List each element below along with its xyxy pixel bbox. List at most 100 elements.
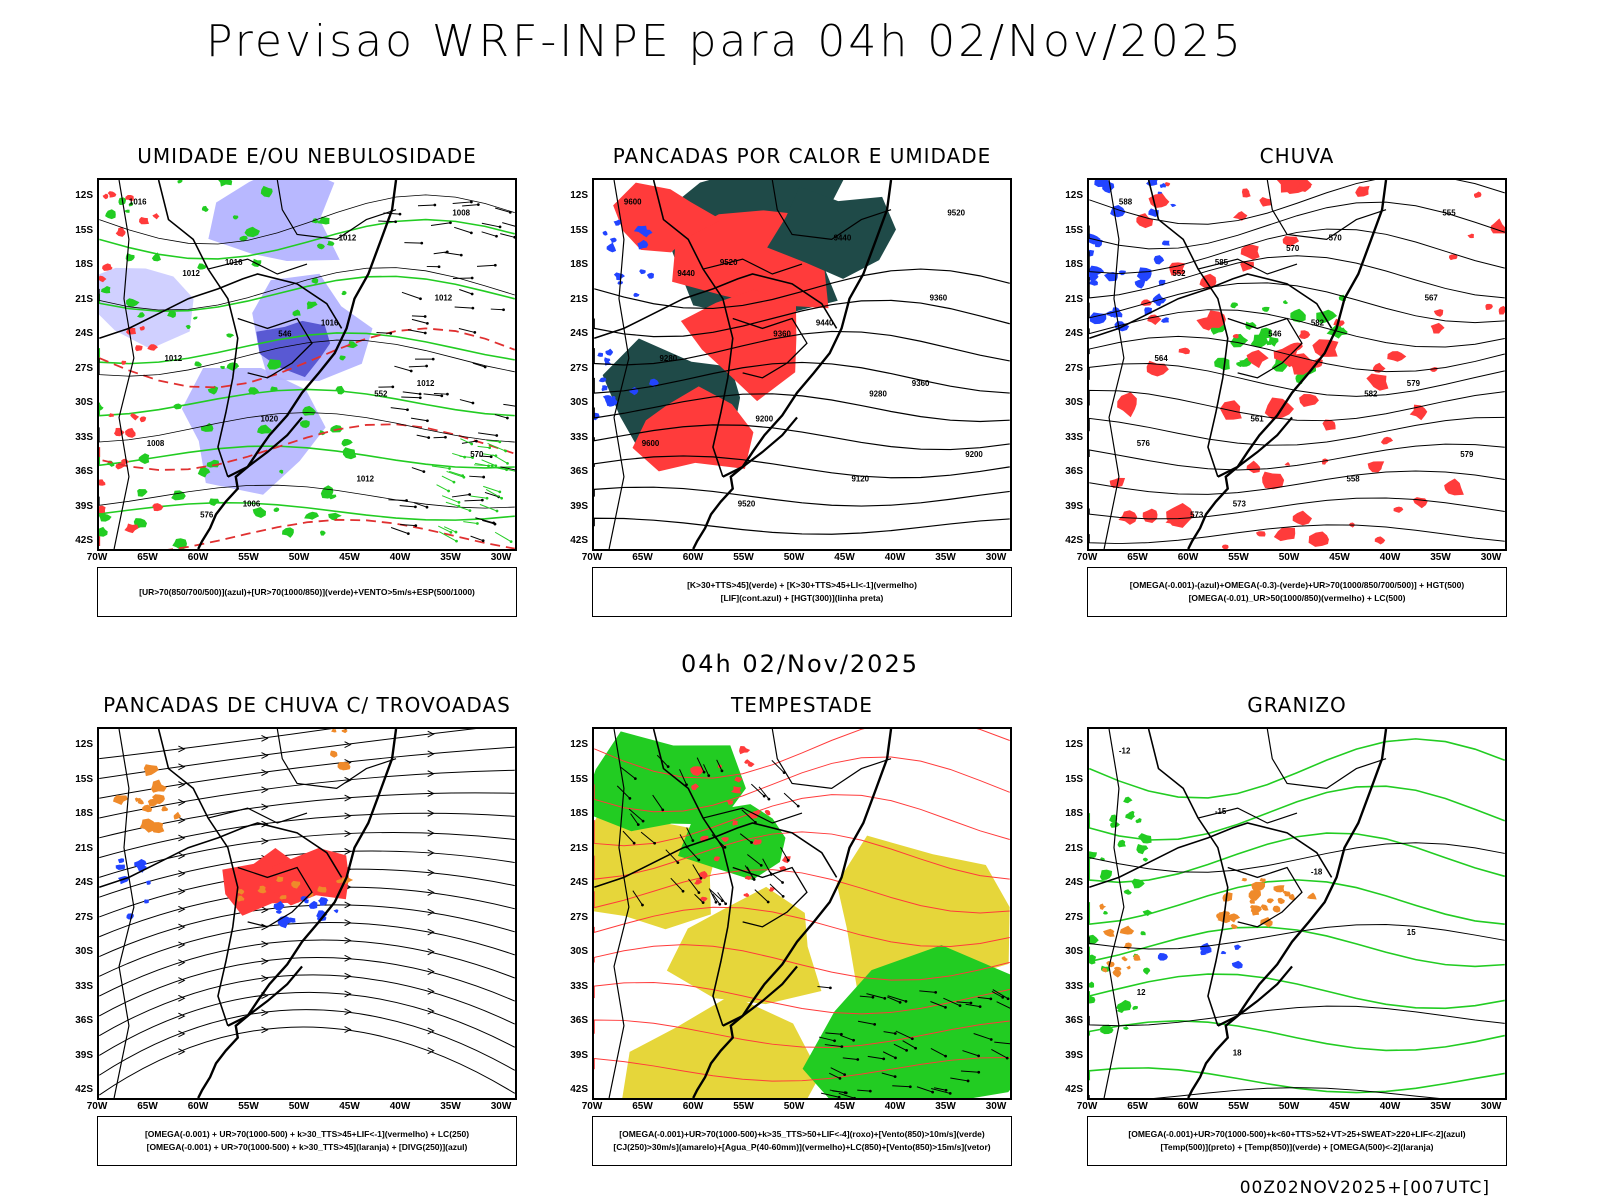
rain-area — [1196, 317, 1215, 331]
latitude-label: 33S — [570, 431, 588, 443]
longitude-label: 60W — [187, 1101, 209, 1112]
legend-line: [OMEGA(-0.001)+UR>70(1000-500)+k<60+TTS>… — [1128, 1129, 1466, 1139]
hgt300-label: 9600 — [624, 198, 642, 207]
wind-vector — [462, 204, 479, 207]
omega500-area — [1260, 904, 1269, 911]
flow-arrow — [427, 790, 435, 797]
panel-legend: [UR>70(850/700/500)](azul)+[UR>70(1000/8… — [97, 567, 517, 617]
humidity-lower-contour — [328, 512, 342, 521]
wind-vector — [859, 995, 873, 998]
hgt300-label: 9520 — [738, 499, 756, 508]
longitude-label: 30W — [985, 1101, 1007, 1112]
wind-vector — [965, 1003, 981, 1008]
wind-vector — [484, 491, 499, 498]
hgt500-line — [1089, 255, 1505, 299]
flow-arrow — [261, 975, 269, 982]
wind-vector — [950, 1077, 969, 1082]
hgt300-line — [594, 517, 1010, 535]
hgt500-label: 570 — [1286, 244, 1300, 253]
wind-vector-head — [482, 475, 486, 479]
flow-arrow — [178, 959, 186, 967]
wind-vector-head — [641, 819, 645, 823]
longitude-label: 30W — [490, 552, 512, 563]
wind-vector-head — [837, 1095, 841, 1098]
omega-green-area — [1267, 336, 1279, 347]
longitude-label: 70W — [1076, 1101, 1098, 1112]
wind-vector-head — [449, 221, 452, 225]
hgt300-line — [594, 268, 1010, 310]
wind-vector-strong — [445, 501, 460, 507]
wind-vector-strong — [449, 470, 463, 477]
humidity-lower-contour — [341, 438, 353, 447]
wind-vector-head — [882, 1057, 886, 1061]
flow-arrow — [261, 837, 269, 845]
convection-area — [341, 729, 348, 734]
wind-vector-strong-head — [476, 522, 479, 525]
wind-vector-head — [989, 1038, 993, 1041]
longitude-label: 50W — [288, 1101, 310, 1112]
convection-area — [257, 885, 267, 894]
precip-water-area — [748, 811, 758, 819]
map-panel — [592, 727, 1012, 1100]
humidity-lower-line — [99, 501, 515, 521]
omega500-area — [1259, 877, 1266, 883]
map-canvas: -12 -15 -18 15 12 18 — [1089, 729, 1505, 1098]
thickness-contour — [152, 213, 160, 220]
longitude-label: 55W — [1228, 552, 1249, 563]
wind-vector — [991, 990, 1003, 998]
rain-area — [1312, 339, 1339, 357]
thickness-contour — [121, 458, 130, 465]
hgt500-label: 558 — [1346, 475, 1360, 484]
wind-vector — [919, 990, 936, 993]
precip-water-area — [720, 837, 729, 842]
rain-area — [1380, 436, 1394, 445]
wind-vector-strong-head — [490, 464, 494, 468]
wind-vector-head — [406, 532, 410, 536]
wind-vector-strong — [441, 475, 455, 483]
humidity-lower-contour — [311, 218, 320, 224]
temp850-line — [1089, 1067, 1505, 1094]
humidity-lower-contour — [197, 467, 211, 478]
wind-vector-strong-head — [498, 440, 502, 444]
wind-vector-head — [697, 858, 701, 862]
wind-vector-strong-head — [495, 509, 499, 513]
latitude-label: 24S — [570, 877, 588, 888]
wind-vector — [824, 1044, 842, 1048]
wind-vector-strong — [494, 531, 512, 543]
hgt300-label: 9120 — [851, 475, 869, 484]
temp850-contour — [1109, 814, 1118, 823]
wind-vector-head — [414, 505, 417, 509]
wind-vector-head — [1006, 997, 1010, 1001]
flow-arrow — [344, 794, 352, 802]
humidity-lower-contour — [99, 404, 104, 411]
flow-arrow — [427, 1047, 435, 1055]
panel-title: GRANIZO — [1247, 693, 1347, 717]
wind-vector-head — [944, 1054, 947, 1058]
wind-vector-head — [391, 385, 395, 389]
wind-vector — [818, 1036, 835, 1042]
streamline-250 — [99, 1026, 515, 1096]
jet-core-area — [622, 994, 821, 1098]
omega-blue-area — [1160, 317, 1169, 323]
temp-label: -18 — [1311, 867, 1323, 876]
wind-vector-head — [781, 894, 785, 898]
country-border — [1089, 273, 1333, 340]
country-border — [99, 273, 343, 340]
wind-vector-head — [681, 889, 685, 893]
hgt500-label: 552 — [1172, 269, 1186, 278]
latitude-label: 36S — [1065, 466, 1083, 477]
divergence-area — [276, 910, 283, 914]
wind-vector — [423, 393, 442, 397]
wind-vector — [692, 864, 702, 879]
humidity-lower-contour — [219, 365, 225, 370]
convection-area — [237, 895, 245, 902]
convection-area — [143, 764, 159, 777]
wind-vector — [717, 892, 727, 905]
wind-vector — [451, 494, 470, 498]
humidity-lower-contour — [306, 301, 318, 310]
thickness-contour — [124, 523, 139, 534]
convection-area — [134, 797, 141, 802]
state-border — [702, 180, 892, 275]
rain-area — [1433, 309, 1444, 317]
thickness-contour — [139, 325, 145, 331]
